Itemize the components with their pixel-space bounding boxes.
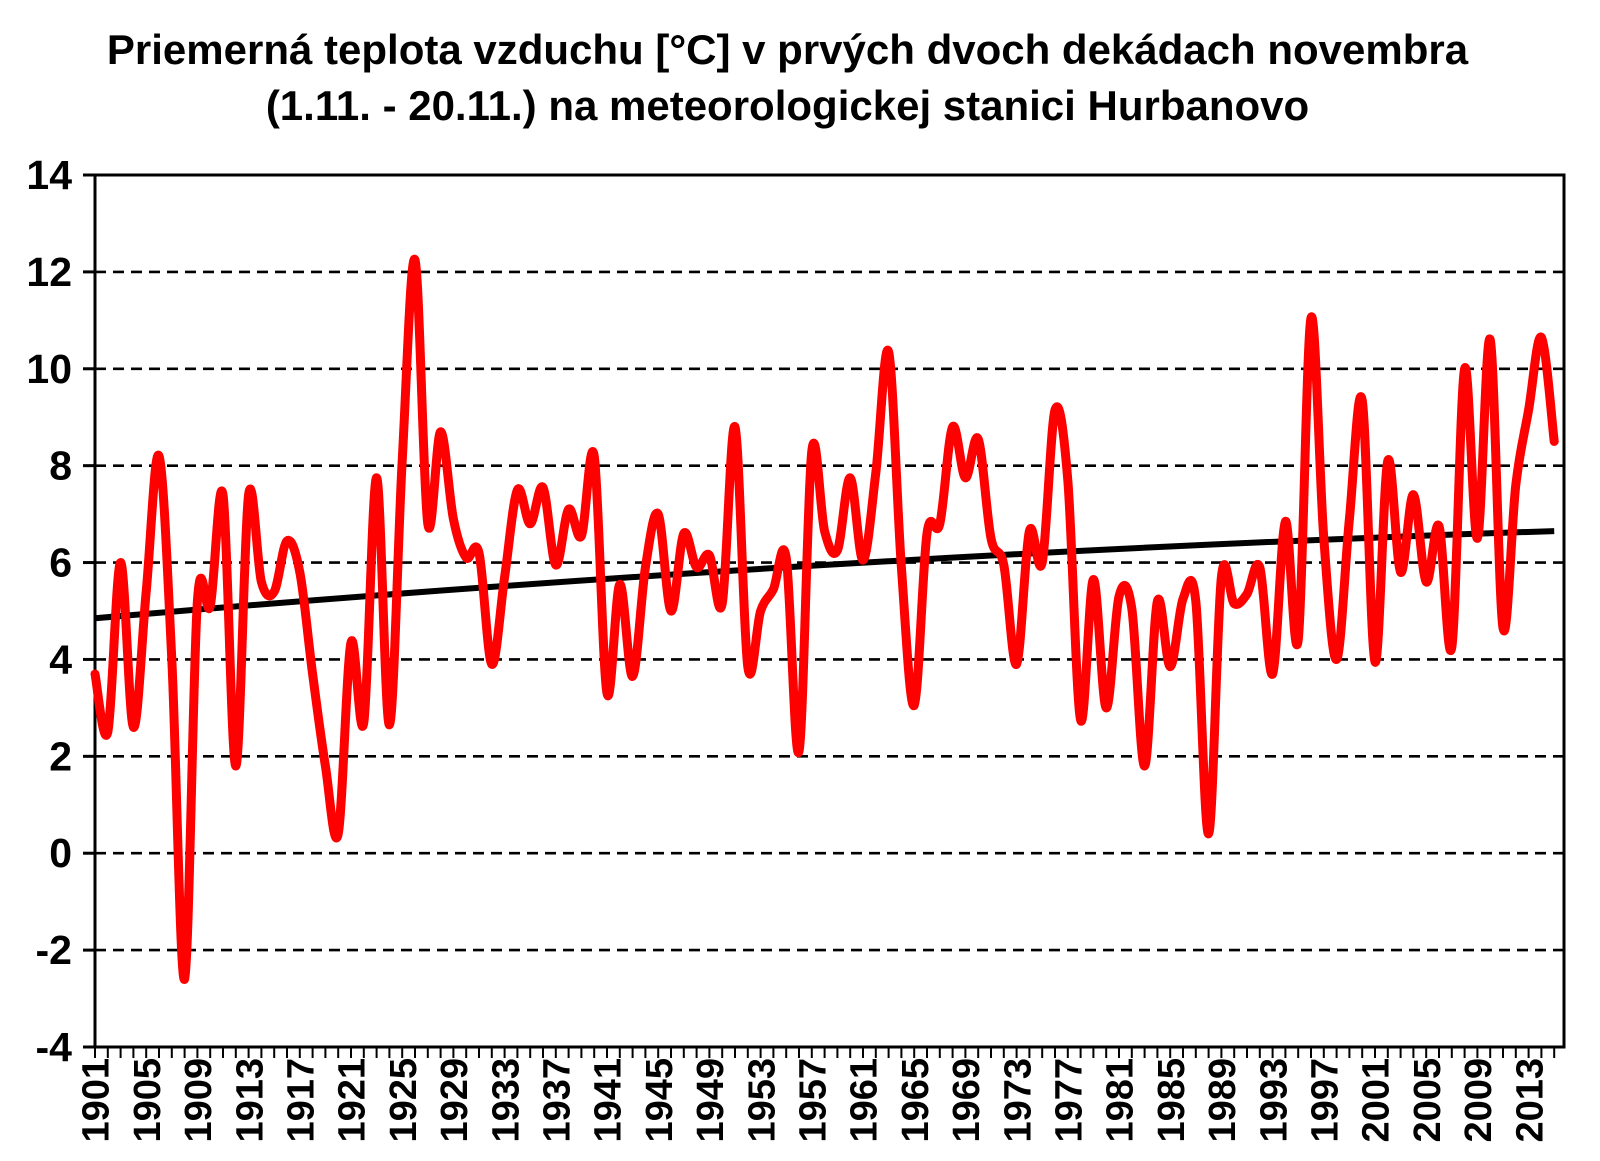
y-axis-label: 4 xyxy=(49,636,72,682)
x-axis-label: 1921 xyxy=(332,1058,374,1143)
x-axis-label: 1973 xyxy=(997,1058,1039,1143)
x-axis-label: 1957 xyxy=(792,1058,834,1143)
x-axis-label: 1965 xyxy=(895,1058,937,1143)
x-axis-label: 2009 xyxy=(1458,1058,1500,1143)
y-axis-label: 12 xyxy=(26,249,72,295)
y-axis-label: 10 xyxy=(26,346,72,392)
x-axis-label: 1933 xyxy=(485,1058,527,1143)
x-axis-label: 1969 xyxy=(946,1058,988,1143)
y-axis-label: -2 xyxy=(36,927,72,973)
y-axis-label: 8 xyxy=(49,443,72,489)
x-axis-label: 1961 xyxy=(844,1058,886,1143)
x-axis-label: 1945 xyxy=(639,1058,681,1143)
y-axis-label: 2 xyxy=(49,733,72,779)
x-axis-label: 1941 xyxy=(588,1058,630,1143)
temperature-series-line xyxy=(90,255,1559,984)
x-axis-label: 1977 xyxy=(1048,1058,1090,1143)
x-axis-label: 1949 xyxy=(690,1058,732,1143)
x-axis-label: 1997 xyxy=(1304,1058,1346,1143)
x-axis-label: 1953 xyxy=(741,1058,783,1143)
chart-title-line2: (1.11. - 20.11.) na meteorologickej stan… xyxy=(265,82,1310,129)
x-axis-label: 2001 xyxy=(1356,1058,1398,1143)
x-axis-label: 1909 xyxy=(178,1058,220,1143)
x-axis-label: 1985 xyxy=(1151,1058,1193,1143)
x-axis-label: 1901 xyxy=(76,1058,118,1143)
y-axis-label: 0 xyxy=(49,830,72,876)
x-axis-label: 2013 xyxy=(1509,1058,1551,1143)
y-axis-label: -4 xyxy=(36,1024,73,1070)
chart-title: Priemerná teplota vzduchu [°C] v prvých … xyxy=(0,22,1575,134)
y-axis-label: 6 xyxy=(49,540,72,586)
chart-title-line1: Priemerná teplota vzduchu [°C] v prvých … xyxy=(106,26,1469,73)
x-axis-label: 1981 xyxy=(1100,1058,1142,1143)
trend-line xyxy=(94,528,1555,622)
x-axis-label: 1925 xyxy=(383,1058,425,1143)
x-axis-label: 1993 xyxy=(1253,1058,1295,1143)
x-axis-label: 1917 xyxy=(280,1058,322,1143)
x-axis-label: 1913 xyxy=(229,1058,271,1143)
plot-border xyxy=(93,173,1566,1049)
x-axis-label: 1905 xyxy=(127,1058,169,1143)
x-axis-label: 1937 xyxy=(536,1058,578,1143)
y-axis-label: 14 xyxy=(26,152,72,198)
x-axis-label: 1989 xyxy=(1202,1058,1244,1143)
x-axis-label: 2005 xyxy=(1407,1058,1449,1143)
x-axis-label: 1929 xyxy=(434,1058,476,1143)
